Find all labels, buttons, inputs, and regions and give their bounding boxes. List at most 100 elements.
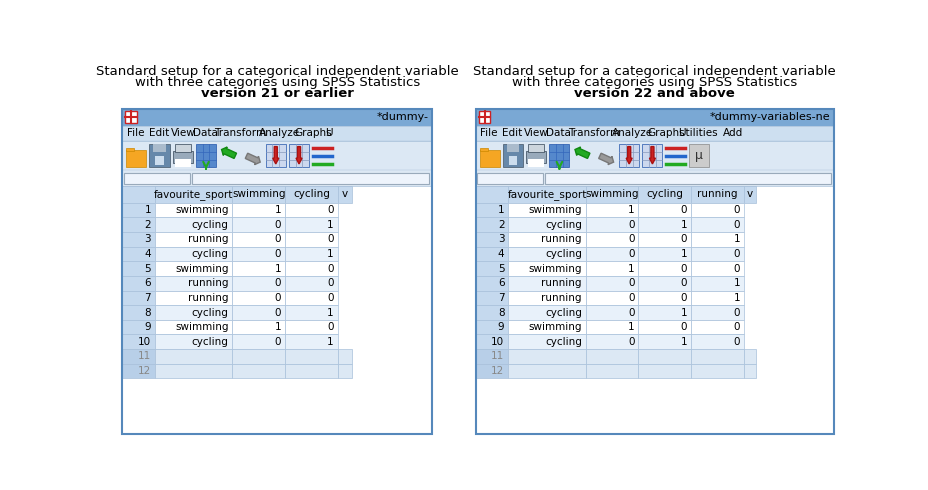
Text: 8: 8 (497, 308, 504, 318)
Text: 1: 1 (497, 205, 504, 215)
Bar (132, 112, 136, 117)
Bar (232, 305, 285, 320)
Bar (508, 218, 586, 232)
Text: 9: 9 (497, 322, 504, 332)
Text: running: running (187, 278, 228, 288)
Bar (545, 173, 830, 184)
Bar (174, 159, 190, 168)
Text: 10: 10 (491, 337, 504, 347)
Bar (149, 144, 170, 168)
Bar (122, 364, 155, 378)
Bar (232, 232, 285, 246)
Bar (477, 173, 543, 184)
Bar (508, 246, 586, 261)
Text: Analyze: Analyze (258, 128, 300, 139)
Bar (232, 320, 285, 335)
Bar (285, 261, 338, 276)
Bar (338, 364, 352, 378)
Text: 7: 7 (497, 293, 504, 303)
Bar (690, 203, 743, 218)
Bar (508, 186, 586, 203)
Bar (155, 246, 232, 261)
Text: 0: 0 (733, 264, 740, 273)
Bar (475, 276, 508, 291)
Text: 12: 12 (137, 366, 151, 376)
Bar (638, 305, 690, 320)
Bar (122, 171, 432, 186)
FancyArrow shape (598, 153, 613, 165)
Bar (690, 218, 743, 232)
Bar (285, 291, 338, 305)
Bar (586, 320, 638, 335)
Bar (285, 218, 338, 232)
Text: 3: 3 (497, 234, 504, 245)
Bar (479, 117, 483, 122)
Bar (475, 141, 832, 171)
Text: 3: 3 (144, 234, 151, 245)
Text: 1: 1 (144, 205, 151, 215)
Text: U: U (325, 128, 332, 139)
Bar (232, 276, 285, 291)
Bar (155, 291, 232, 305)
Text: 11: 11 (137, 351, 151, 362)
Text: *dummy-: *dummy- (376, 112, 428, 122)
Bar (475, 305, 508, 320)
Bar (155, 364, 232, 378)
Bar (122, 218, 155, 232)
Bar (638, 364, 690, 378)
Text: 0: 0 (627, 249, 634, 259)
Text: swimming: swimming (232, 189, 285, 199)
Bar (285, 276, 338, 291)
Text: Transform: Transform (214, 128, 266, 139)
Text: swimming: swimming (528, 264, 581, 273)
Bar (484, 117, 490, 122)
Text: 0: 0 (275, 308, 281, 318)
Bar (285, 246, 338, 261)
Bar (586, 364, 638, 378)
Bar (475, 203, 508, 218)
Text: Edit: Edit (502, 128, 522, 139)
Text: swimming: swimming (174, 322, 228, 332)
Text: 0: 0 (327, 205, 333, 215)
Bar (122, 320, 155, 335)
Bar (690, 305, 743, 320)
Bar (690, 261, 743, 276)
Bar (638, 349, 690, 364)
Bar (475, 261, 508, 276)
Bar (586, 335, 638, 349)
Bar (475, 364, 508, 378)
Bar (155, 203, 232, 218)
Bar (690, 320, 743, 335)
Bar (123, 173, 189, 184)
Text: 1: 1 (732, 293, 740, 303)
Text: *dummy-variables-ne: *dummy-variables-ne (708, 112, 829, 122)
Text: favourite_sport: favourite_sport (154, 189, 233, 200)
Bar (586, 349, 638, 364)
Bar (196, 144, 216, 168)
Text: View: View (171, 128, 195, 139)
Bar (690, 232, 743, 246)
Bar (527, 144, 544, 152)
Bar (690, 364, 743, 378)
Bar (122, 349, 155, 364)
Bar (479, 112, 483, 117)
Bar (478, 111, 490, 122)
Text: version 22 and above: version 22 and above (574, 87, 734, 99)
Bar (508, 261, 586, 276)
Bar (153, 144, 165, 152)
Bar (125, 117, 131, 122)
Bar (155, 335, 232, 349)
Text: cycling: cycling (191, 220, 228, 230)
Bar (586, 305, 638, 320)
Bar (475, 335, 508, 349)
Bar (122, 291, 155, 305)
Bar (155, 218, 232, 232)
Text: favourite_sport: favourite_sport (507, 189, 586, 200)
Bar (508, 335, 586, 349)
Text: cycling: cycling (545, 337, 581, 347)
Text: cycling: cycling (646, 189, 682, 199)
Text: cycling: cycling (191, 308, 228, 318)
Bar (232, 291, 285, 305)
Text: swimming: swimming (528, 205, 581, 215)
Bar (122, 186, 155, 203)
